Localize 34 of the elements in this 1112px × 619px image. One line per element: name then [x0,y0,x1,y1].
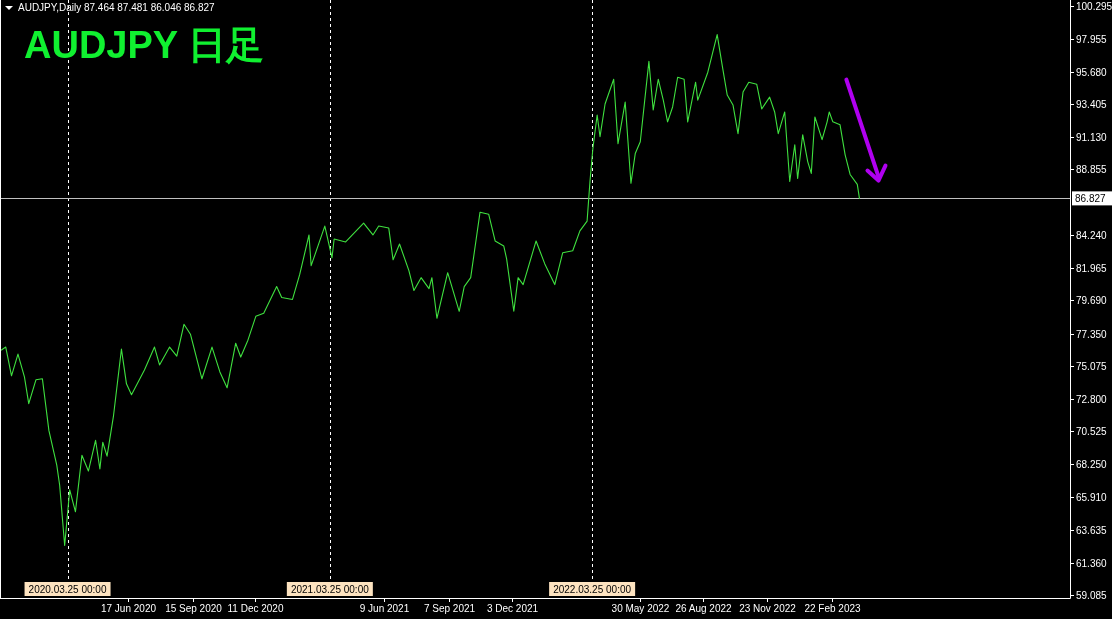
y-tick-label: 97.955 [1076,34,1108,45]
y-tick-label: 91.130 [1076,132,1108,143]
y-tick-label: 93.405 [1076,99,1108,110]
y-tick-label: 65.910 [1076,492,1108,503]
x-tick-label: 22 Feb 2023 [804,603,862,614]
y-tick-label: 70.525 [1076,426,1108,437]
y-tick-label: 100.295 [1076,1,1112,12]
ref-line-label: 2020.03.25 00:00 [28,584,107,595]
y-tick-label: 59.085 [1076,590,1108,601]
x-tick-label: 11 Dec 2020 [227,603,284,614]
y-tick-label: 95.680 [1076,67,1108,78]
x-tick-label: 26 Aug 2022 [675,603,733,614]
x-tick-label: 23 Nov 2022 [739,603,797,614]
x-tick-label: 15 Sep 2020 [165,603,223,614]
x-tick-label: 3 Dec 2021 [486,603,539,614]
y-tick-label: 81.965 [1076,263,1108,274]
ref-line-label: 86.827 [1075,192,1107,204]
y-tick-label: 75.075 [1076,361,1108,372]
x-tick-label: 30 May 2022 [611,603,670,614]
x-tick-label: 7 Sep 2021 [423,603,476,614]
y-tick-label: 68.250 [1076,459,1108,470]
annotation: AUDJPY,Daily 87.464 87.481 86.046 86.827 [18,2,216,13]
y-tick-label: 84.240 [1076,230,1108,241]
ref-line-label: 2021.03.25 00:00 [290,584,370,595]
x-tick-label: 9 Jun 2021 [359,603,410,614]
text: AUDJPY 日足 [24,24,265,66]
y-tick-label: 72.800 [1076,394,1108,405]
y-tick-label: 63.635 [1076,525,1108,536]
x-tick-label: 17 Jun 2020 [100,603,157,614]
ref-line-label: 2022.03.25 00:00 [553,584,632,595]
y-tick-label: 88.855 [1076,164,1108,175]
y-tick-label: 61.360 [1076,558,1108,569]
y-tick-label: 77.350 [1076,329,1108,340]
y-tick-label: 79.690 [1076,295,1108,306]
